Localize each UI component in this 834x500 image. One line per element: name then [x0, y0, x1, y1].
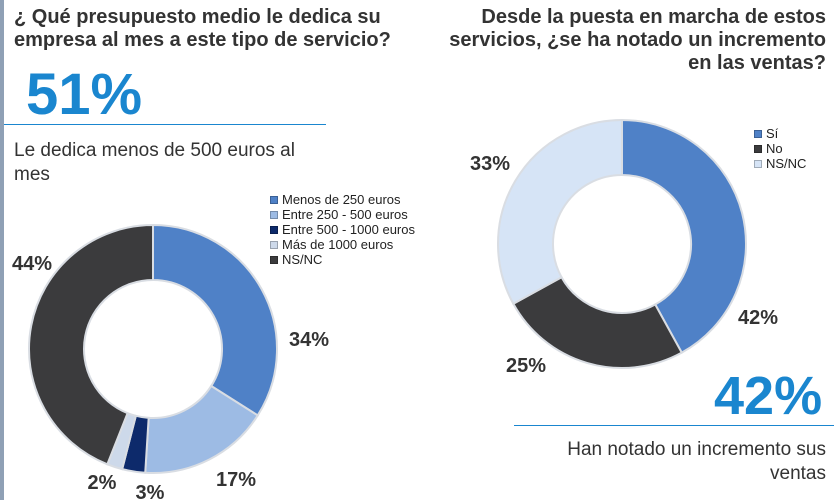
right-headline-desc: Han notado un incremento sus ventas [440, 438, 826, 486]
legend-swatch [270, 240, 278, 249]
donut-data-label: 42% [738, 307, 778, 329]
right-question-line: Desde la puesta en marcha de estos [481, 6, 826, 28]
legend-label: Sí [766, 126, 779, 141]
donut-slice [511, 275, 684, 369]
left-desc-line: Le dedica menos de 500 euros al [14, 140, 295, 161]
legend-swatch [270, 210, 278, 219]
legend-label: Entre 250 - 500 euros [282, 207, 408, 222]
donut-data-label: 44% [12, 253, 52, 275]
donut-data-label: 25% [506, 355, 546, 377]
left-divider [4, 124, 326, 125]
donut-slice [497, 118, 623, 306]
legend-label: Más de 1000 euros [282, 237, 394, 252]
left-question-line: empresa al mes a este tipo de servicio? [14, 29, 391, 51]
right-question-line: en las ventas? [688, 52, 826, 74]
left-question: ¿ Qué presupuesto medio le dedica su emp… [14, 6, 434, 52]
legend-swatch [270, 225, 278, 234]
left-desc-line: mes [14, 164, 50, 185]
legend-label: NS/NC [766, 156, 807, 171]
left-legend: Menos de 250 euros Entre 250 - 500 euros… [270, 192, 415, 267]
right-desc-line: Han notado un incremento sus [567, 439, 826, 460]
legend-label: No [766, 141, 783, 156]
right-legend-item: NS/NC [754, 156, 806, 171]
donut-data-label: 17% [216, 469, 256, 491]
donut-data-label: 33% [470, 153, 510, 175]
right-divider [514, 425, 834, 426]
left-legend-item: Menos de 250 euros [270, 192, 415, 207]
right-legend-item: Sí [754, 126, 806, 141]
legend-swatch [754, 159, 762, 168]
donut-data-label: 34% [289, 329, 329, 351]
left-headline-value: 51% [26, 62, 143, 127]
legend-swatch [754, 129, 762, 138]
left-legend-item: Entre 500 - 1000 euros [270, 222, 415, 237]
right-question: Desde la puesta en marcha de estos servi… [440, 6, 826, 75]
legend-swatch [270, 195, 278, 204]
right-legend: Sí No NS/NC [754, 126, 806, 171]
legend-swatch [270, 255, 278, 264]
donut-slice [621, 118, 747, 355]
left-legend-item: NS/NC [270, 252, 415, 267]
left-question-line: ¿ Qué presupuesto medio le dedica su [14, 6, 381, 28]
donut-slice [28, 223, 154, 466]
right-headline-value: 42% [714, 366, 823, 426]
left-headline-desc: Le dedica menos de 500 euros al mes [14, 139, 344, 187]
legend-label: Menos de 250 euros [282, 192, 401, 207]
legend-swatch [754, 144, 762, 153]
donut-data-label: 3% [136, 482, 165, 500]
donut-slice [152, 223, 278, 417]
right-desc-line: ventas [770, 463, 826, 484]
donut-data-label: 2% [88, 472, 117, 494]
left-legend-item: Entre 250 - 500 euros [270, 207, 415, 222]
legend-label: NS/NC [282, 252, 323, 267]
right-legend-item: No [754, 141, 806, 156]
left-edge-bar [0, 0, 4, 500]
legend-label: Entre 500 - 1000 euros [282, 222, 415, 237]
left-legend-item: Más de 1000 euros [270, 237, 415, 252]
right-question-line: servicios, ¿se ha notado un incremento [449, 29, 826, 51]
